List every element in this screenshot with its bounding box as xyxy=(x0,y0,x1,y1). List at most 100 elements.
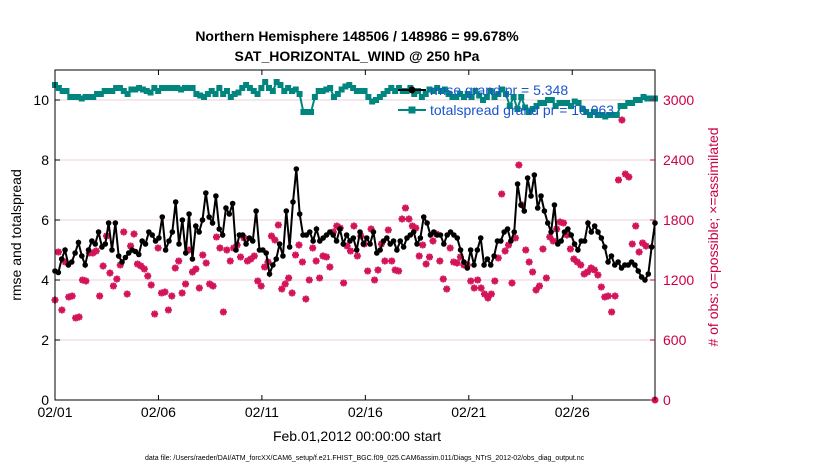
rmse-point xyxy=(273,256,280,262)
rmse-point xyxy=(286,244,293,250)
totalspread-point xyxy=(74,94,81,100)
totalspread-point xyxy=(613,112,620,118)
totalspread-point xyxy=(155,88,162,94)
rmse-point xyxy=(266,271,273,277)
rmse-point xyxy=(363,235,370,241)
rmse-point xyxy=(330,232,337,238)
totalspread-point xyxy=(537,100,544,106)
obs-point-stroke xyxy=(639,239,646,247)
totalspread-point xyxy=(243,82,250,88)
obs-point-stroke xyxy=(625,173,633,181)
obs-point-stroke xyxy=(292,251,299,259)
obs-point xyxy=(439,275,447,283)
totalspread-point xyxy=(361,88,368,94)
totalspread-point xyxy=(227,94,234,100)
totalspread-point xyxy=(514,106,521,112)
rmse-point xyxy=(534,205,541,211)
y2-tick-label: 3000 xyxy=(663,92,694,108)
totalspread-point xyxy=(113,85,120,91)
obs-point xyxy=(292,251,300,259)
obs-point xyxy=(395,267,403,275)
obs-point-stroke xyxy=(384,226,392,234)
obs-point-stroke xyxy=(615,176,622,184)
totalspread-point xyxy=(308,109,315,115)
totalspread-point xyxy=(105,88,112,94)
obs-point-stroke xyxy=(594,271,602,279)
obs-point xyxy=(388,257,396,265)
obs-point-stroke xyxy=(371,276,378,284)
obs-point xyxy=(429,237,437,245)
totalspread-point xyxy=(216,85,223,91)
totalspread-point xyxy=(648,95,655,102)
totalspread-point xyxy=(55,85,62,91)
obs-point-stroke xyxy=(295,241,303,249)
obs-point xyxy=(68,292,76,300)
totalspread-point xyxy=(281,88,288,94)
totalspread-point xyxy=(78,95,85,102)
obs-point xyxy=(182,280,190,288)
obs-point-stroke xyxy=(546,233,554,241)
rmse-point xyxy=(538,193,544,199)
obs-point-stroke xyxy=(58,306,66,314)
rmse-point xyxy=(410,229,417,235)
rmse-point xyxy=(92,241,99,247)
rmse-point xyxy=(384,235,390,241)
obs-point xyxy=(92,247,100,255)
totalspread-point xyxy=(445,91,452,97)
rmse-point xyxy=(514,181,521,187)
rmse-point xyxy=(313,226,320,232)
rmse-point xyxy=(159,214,166,220)
totalspread-point xyxy=(380,91,387,97)
obs-point xyxy=(615,176,623,184)
totalspread-point xyxy=(460,94,467,100)
obs-point-stroke xyxy=(209,282,217,290)
y-axis-label: rmse and totalspread xyxy=(8,169,24,301)
totalspread-point xyxy=(529,106,536,112)
obs-point xyxy=(113,275,121,283)
obs-point-stroke xyxy=(560,219,567,227)
obs-point-stroke xyxy=(395,267,402,275)
totalspread-series xyxy=(52,79,658,120)
obs-point xyxy=(178,289,186,297)
rmse-point xyxy=(82,262,88,268)
totalspread-point xyxy=(269,88,276,94)
obs-point-stroke xyxy=(161,288,169,296)
totalspread-point xyxy=(606,112,613,118)
totalspread-point xyxy=(426,86,433,93)
obs-point xyxy=(199,251,207,259)
obs-point-stroke xyxy=(213,233,220,241)
obs-point xyxy=(120,228,128,236)
obs-point xyxy=(508,279,516,287)
obs-point xyxy=(639,239,647,247)
obs-point xyxy=(147,281,155,289)
rmse-point xyxy=(343,232,350,238)
totalspread-point xyxy=(139,86,146,93)
obs-point-stroke xyxy=(470,284,478,292)
obs-point-stroke xyxy=(261,263,268,271)
totalspread-point xyxy=(434,85,441,91)
obs-point-stroke xyxy=(354,252,361,260)
rmse-point xyxy=(608,253,615,259)
totalspread-point xyxy=(609,112,616,118)
totalspread-point xyxy=(487,88,494,94)
obs-point-stroke xyxy=(491,277,499,285)
obs-point xyxy=(467,277,475,285)
obs-point xyxy=(353,252,361,260)
data-file-footnote: data file: /Users/raeder/DAI/ATM_forcXX/… xyxy=(145,455,585,462)
obs-point-stroke xyxy=(237,253,244,261)
rmse-point xyxy=(276,241,283,247)
obs-point xyxy=(436,257,444,265)
totalspread-point xyxy=(300,109,307,115)
rmse-point xyxy=(95,229,102,235)
obs-point xyxy=(446,244,454,252)
totalspread-point xyxy=(311,94,318,100)
rmse-point xyxy=(239,232,246,238)
totalspread-point xyxy=(502,91,509,97)
y2-tick-label: 600 xyxy=(663,332,687,348)
y2-axis-ticks: 0 600 1200 1800 2400 3000 xyxy=(650,92,694,408)
obs-point xyxy=(223,246,231,254)
obs-point xyxy=(298,258,306,266)
obs-point-stroke xyxy=(405,215,413,223)
rmse-point xyxy=(306,229,313,235)
rmse-point xyxy=(206,214,212,220)
